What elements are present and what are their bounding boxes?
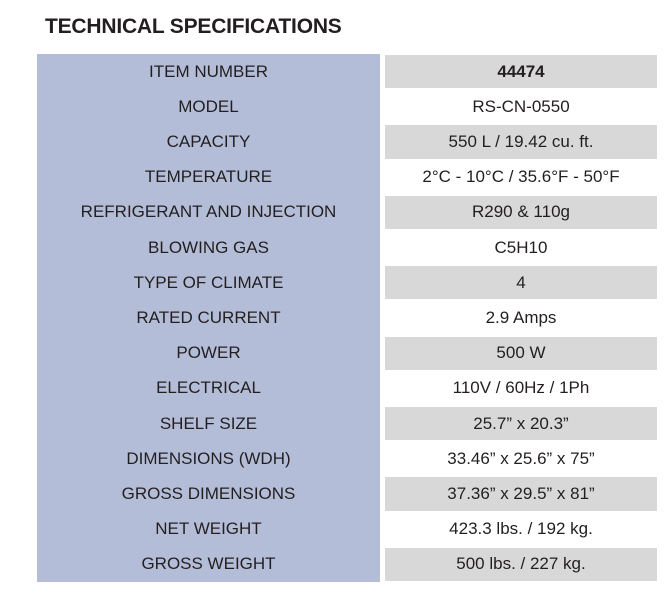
spec-row: ITEM NUMBER 44474 [37,54,657,89]
spec-value: 25.7” x 20.3” [385,407,657,441]
spec-value: 500 W [385,336,657,370]
spec-row: MODEL RS-CN-0550 [37,89,657,124]
spec-value: 4 [385,266,657,300]
spec-value: RS-CN-0550 [472,96,570,116]
spec-label: TYPE OF CLIMATE [133,272,284,292]
spec-row: ELECTRICAL 110V / 60Hz / 1Ph [37,371,657,406]
label-column [37,54,380,582]
spec-label: POWER [176,343,241,363]
spec-row: TEMPERATURE 2°C - 10°C / 35.6°F - 50°F [37,160,657,195]
spec-value: 423.3 lbs. / 192 kg. [449,519,593,539]
spec-row: GROSS DIMENSIONS 37.36” x 29.5” x 81” [37,476,657,511]
spec-value: 44474 [385,55,657,89]
spec-value: 33.46” x 25.6” x 75” [447,448,595,468]
spec-value: 2°C - 10°C / 35.6°F - 50°F [422,167,620,187]
spec-label: TEMPERATURE [144,167,273,187]
spec-label: RATED CURRENT [136,307,281,327]
spec-label: DIMENSIONS (WDH) [126,448,291,468]
spec-label: ELECTRICAL [156,378,261,398]
spec-label: CAPACITY [166,131,251,151]
spec-value: 110V / 60Hz / 1Ph [452,378,590,398]
spec-row: NET WEIGHT 423.3 lbs. / 192 kg. [37,512,657,547]
spec-row: RATED CURRENT 2.9 Amps [37,300,657,335]
spec-label: MODEL [178,96,239,116]
spec-value: C5H10 [494,237,548,257]
spec-label: REFRIGERANT AND INJECTION [80,202,337,222]
spec-row: CAPACITY 550 L / 19.42 cu. ft. [37,124,657,159]
spec-row: REFRIGERANT AND INJECTION R290 & 110g [37,195,657,230]
spec-value: 2.9 Amps [485,307,557,327]
spec-label: BLOWING GAS [148,237,269,257]
spec-row: BLOWING GAS C5H10 [37,230,657,265]
spec-value: R290 & 110g [385,195,657,229]
spec-label: GROSS WEIGHT [141,554,276,574]
spec-label: SHELF SIZE [159,413,258,433]
spec-label: GROSS DIMENSIONS [121,483,296,503]
spec-row: DIMENSIONS (WDH) 33.46” x 25.6” x 75” [37,441,657,476]
spec-label: NET WEIGHT [155,519,262,539]
spec-value: 37.36” x 29.5” x 81” [385,477,657,511]
spec-row: TYPE OF CLIMATE 4 [37,265,657,300]
title: TECHNICAL SPECIFICATIONS [45,15,342,38]
spec-value: 550 L / 19.42 cu. ft. [385,125,657,159]
spec-row: GROSS WEIGHT 500 lbs. / 227 kg. [37,547,657,582]
spec-value: 500 lbs. / 227 kg. [385,547,657,581]
spec-label: ITEM NUMBER [149,61,268,81]
spec-row: POWER 500 W [37,336,657,371]
spec-row: SHELF SIZE 25.7” x 20.3” [37,406,657,441]
